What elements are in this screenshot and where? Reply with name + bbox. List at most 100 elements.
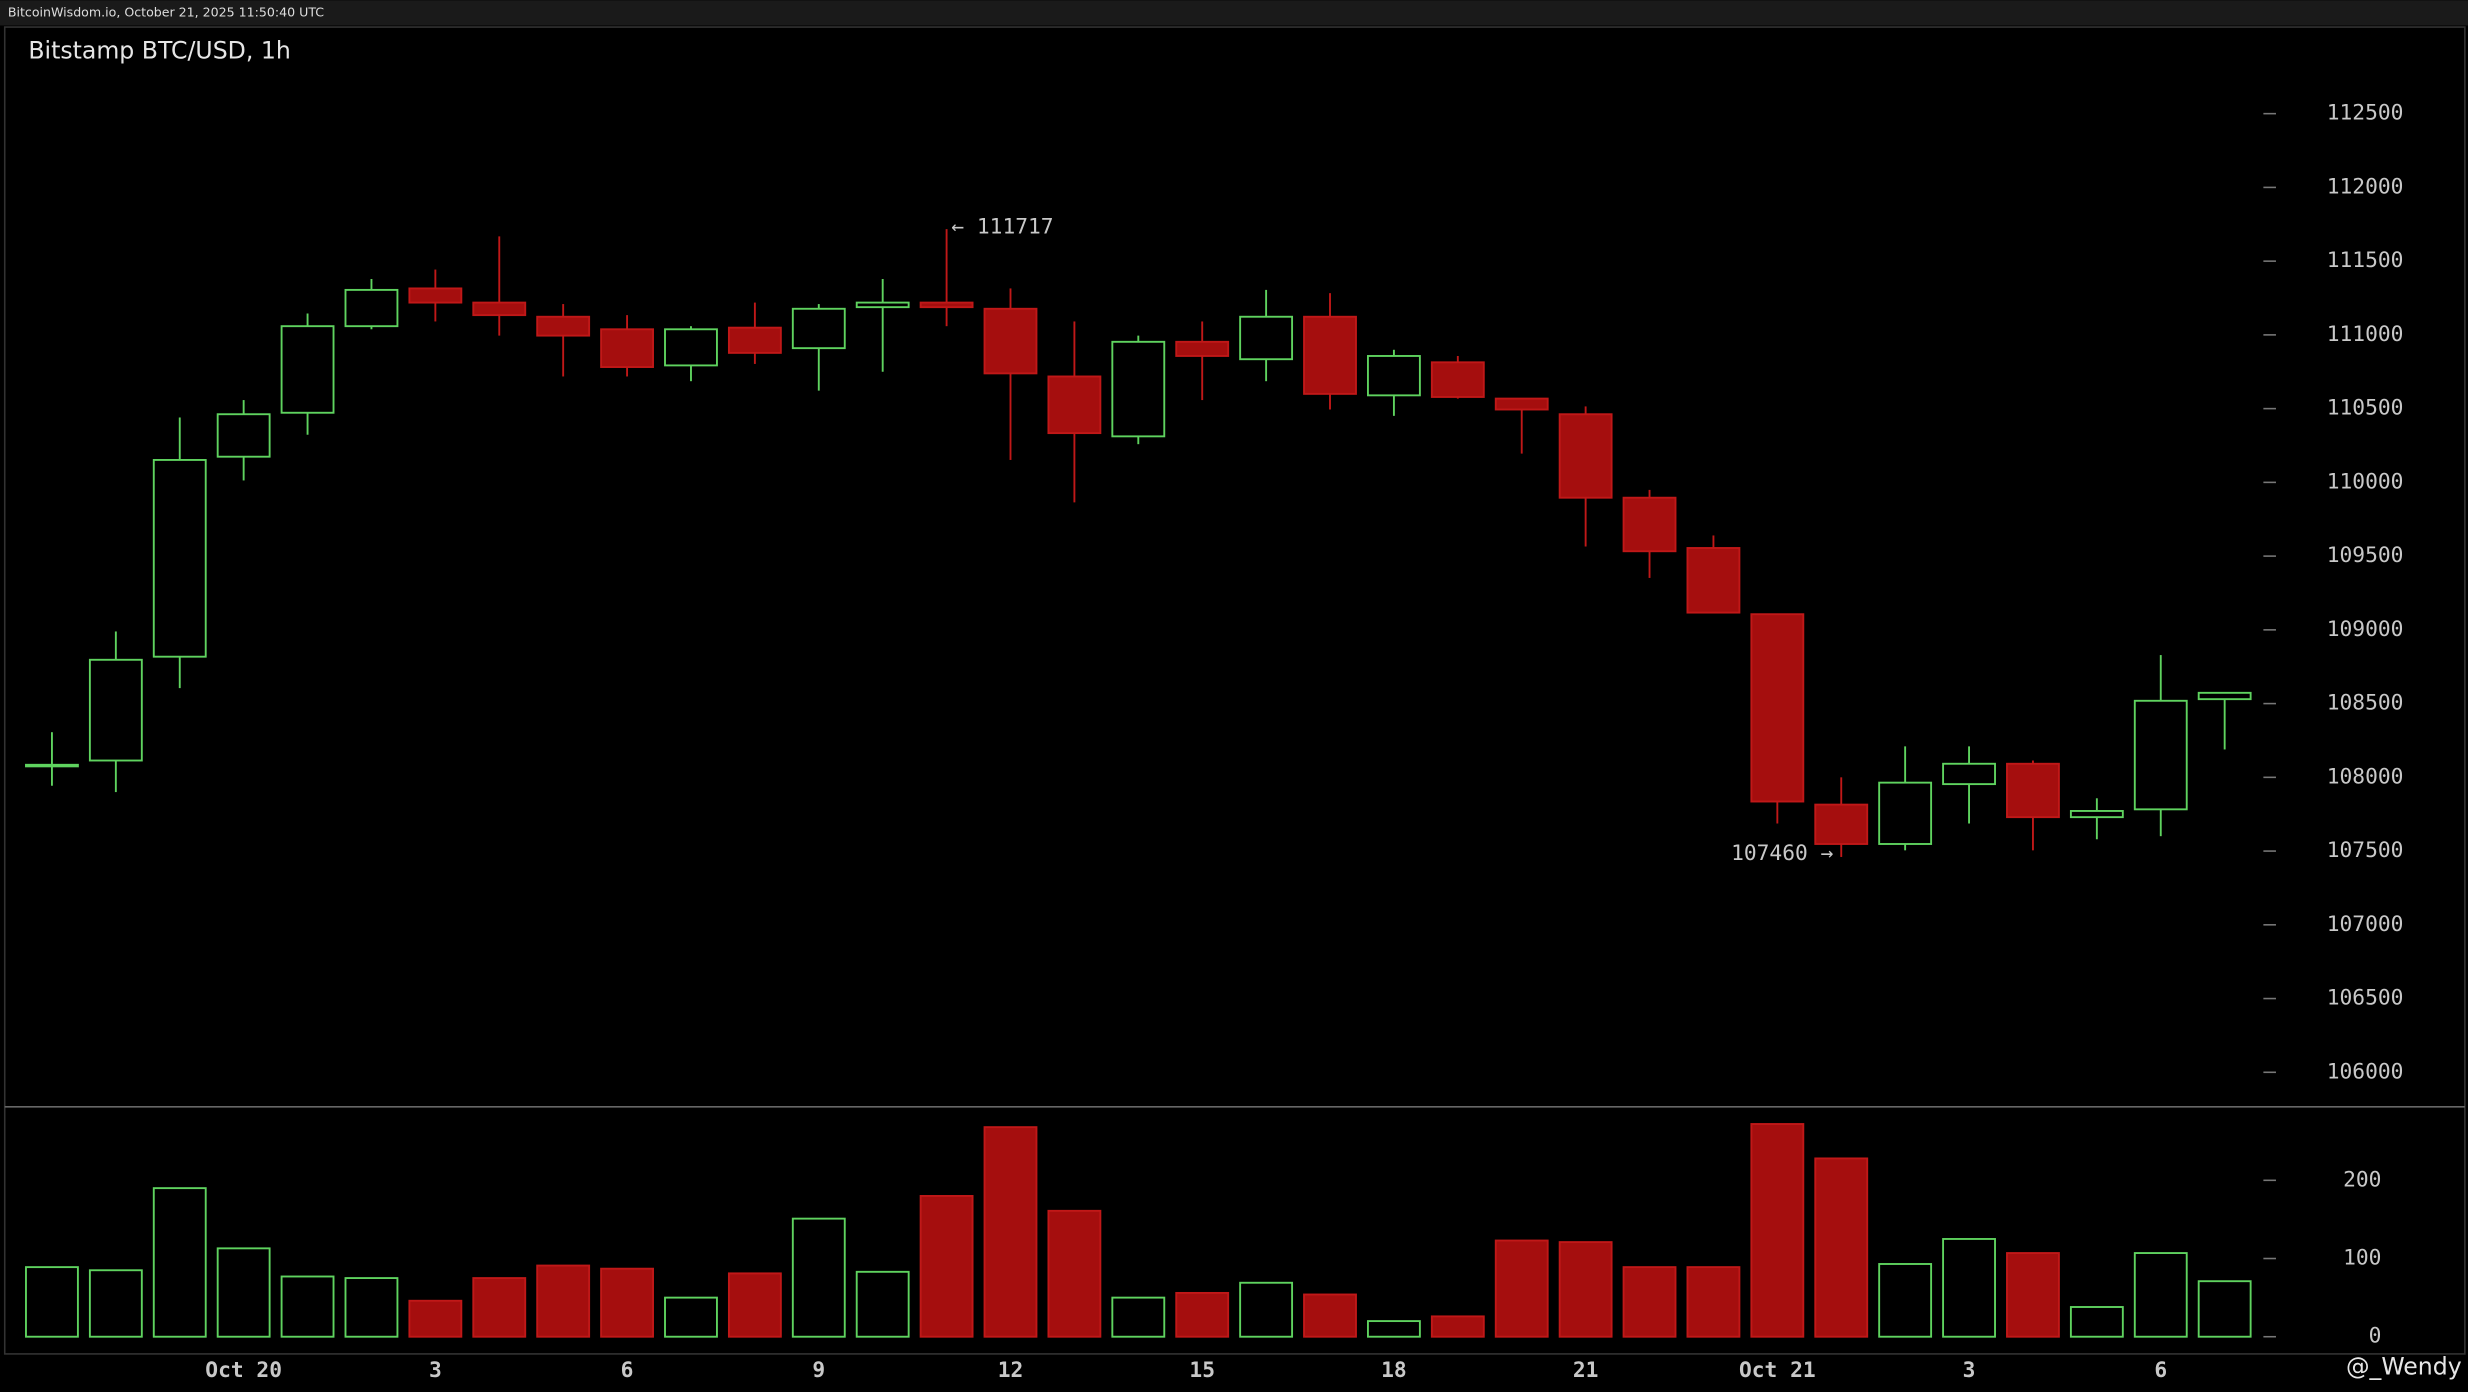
volume-bar [1750,1123,1805,1338]
candle-body [2133,699,2188,811]
candle-body [536,315,591,337]
volume-bar [280,1275,335,1338]
candle-body [88,658,143,762]
x-tick-label: 6 [621,1358,634,1383]
candle-body [152,459,207,658]
volume-bar [664,1296,718,1338]
x-tick-label: 12 [998,1358,1024,1383]
annotation-low: 107460 → [1731,841,1833,866]
candle-body [1942,762,1996,786]
candle-body [1814,803,1869,845]
y-tick-label: 111000 [2327,322,2404,347]
x-tick-label: 6 [2154,1358,2167,1383]
y-tick-label: 110500 [2327,396,2404,421]
candle-body [1686,547,1741,614]
candle-body [1111,340,1166,438]
candle-body [1239,315,1294,361]
x-tick-label: 3 [1963,1358,1976,1383]
y-tick-label: 107500 [2327,838,2404,863]
volume-bar [1878,1263,1933,1338]
volume-bar [2006,1252,2060,1338]
y-tick-label: 200 [2343,1167,2381,1192]
volume-bar [1047,1209,1102,1338]
volume-bar [216,1247,271,1338]
volume-bar [472,1277,527,1338]
volume-bar [1558,1241,1613,1338]
y-tick-label: 111500 [2327,248,2404,273]
volume-bar [1303,1293,1357,1338]
candle-body [472,301,527,317]
candle-body [2006,762,2060,819]
candle-body [408,287,463,304]
y-tick-label: 106500 [2327,986,2404,1011]
candle-body [1558,413,1613,499]
volume-bar [1622,1266,1677,1338]
candle-body [2069,810,2124,819]
candle-body [919,301,974,309]
volume-bar [152,1187,207,1338]
candle-body [1175,340,1230,357]
volume-bar [1111,1296,1166,1338]
volume-bar [1367,1320,1421,1338]
volume-bar [855,1270,910,1338]
candle-body [664,328,718,367]
annotation-high: ← 111717 [951,215,1053,240]
candle-body [216,413,271,458]
top-bar [0,0,2468,26]
volume-bar [536,1264,591,1338]
x-tick-label: 3 [429,1358,442,1383]
volume-bar [408,1299,463,1338]
candle-body [791,307,846,350]
y-tick-label: 112500 [2327,101,2404,126]
candle-body [1750,613,1805,803]
chart-title: Bitstamp BTC/USD, 1h [28,37,290,65]
y-tick-label: 0 [2369,1324,2382,1349]
volume-bar [600,1267,654,1338]
x-tick-label: 18 [1381,1358,1407,1383]
x-tick-label: 21 [1573,1358,1599,1383]
candle-body [1622,496,1677,553]
candle-body [2197,691,2252,701]
y-tick-label: 109500 [2327,543,2404,568]
y-tick-label: 110000 [2327,469,2404,494]
y-tick-label: 106000 [2327,1059,2404,1084]
candle-body [25,763,79,768]
x-tick-label: 9 [812,1358,825,1383]
volume-bar [1686,1266,1741,1338]
volume-bar [983,1126,1038,1338]
y-tick-label: 107000 [2327,912,2404,937]
candle-body [855,301,910,309]
volume-bar [344,1277,399,1338]
candle-body [1367,355,1421,397]
candle-body [1494,397,1549,411]
y-tick-label: 112000 [2327,174,2404,199]
panel [3,26,2466,1355]
candle-body [1878,781,1933,845]
y-tick-label: 108000 [2327,764,2404,789]
candle-body [1303,315,1357,395]
volume-bar [2133,1252,2188,1338]
candle-body [280,325,335,414]
header-source: BitcoinWisdom.io, October 21, 2025 11:50… [8,4,324,19]
x-tick-label: Oct 20 [205,1358,282,1383]
volume-bar [1942,1238,1996,1338]
volume-bar [2069,1306,2124,1338]
candle-body [1047,375,1102,435]
volume-bar [727,1272,782,1338]
candle-body [727,326,782,354]
candle-body [983,307,1038,375]
volume-bar [1239,1281,1294,1338]
y-tick-label: 100 [2343,1246,2381,1271]
volume-bar [919,1195,974,1338]
y-tick-label: 109000 [2327,617,2404,642]
y-tick-label: 108500 [2327,691,2404,716]
x-tick-label: 15 [1189,1358,1215,1383]
candle-body [600,328,654,368]
volume-bar [1494,1239,1549,1338]
volume-bar [2197,1280,2252,1338]
candle-body [344,288,399,328]
volume-bar [1814,1157,1869,1338]
volume-bar [88,1269,143,1338]
volume-bar [791,1217,846,1338]
